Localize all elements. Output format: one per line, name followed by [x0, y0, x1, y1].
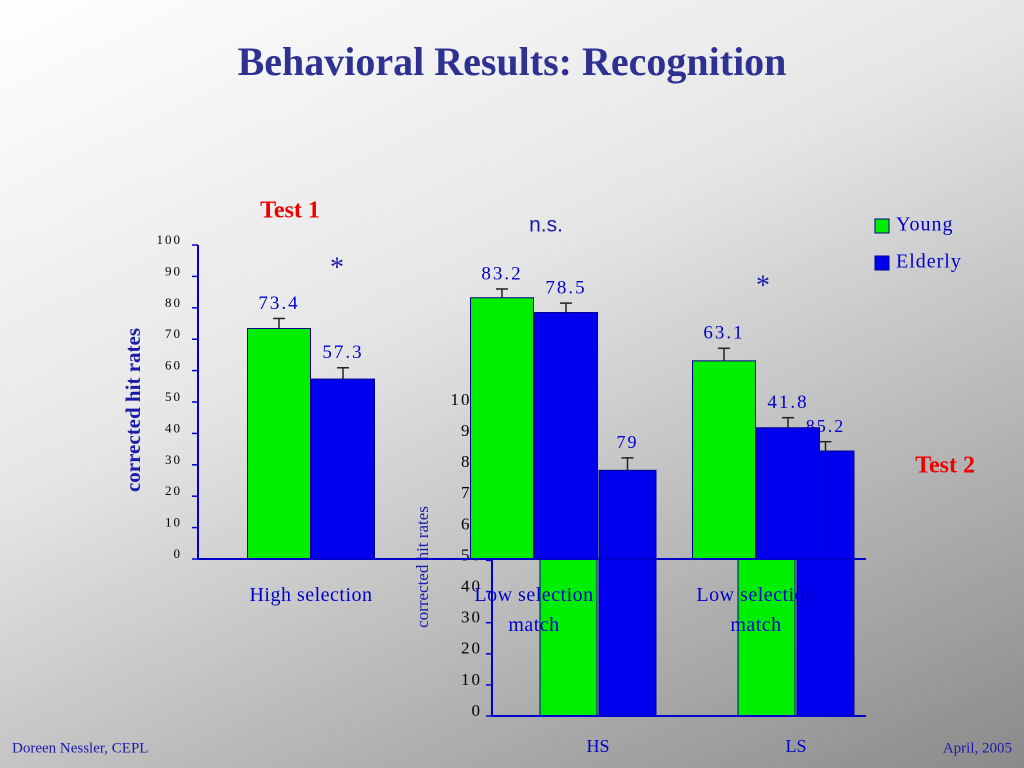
y-tick-label: 40	[165, 420, 182, 435]
legend-swatch	[874, 218, 890, 234]
y-tick-label: 100	[157, 232, 183, 247]
y-tick-label: 80	[165, 295, 182, 310]
value-label: 78.5	[545, 277, 586, 298]
x-tick-label: High selection	[249, 584, 373, 606]
y-tick-label: 50	[165, 389, 182, 404]
chart-title: Test 2	[915, 453, 975, 479]
value-label: 63.1	[703, 323, 744, 344]
footer-left: Doreen Nessler, CEPL	[12, 740, 148, 756]
annotation: *	[756, 270, 770, 301]
x-tick-label: LS	[785, 736, 806, 756]
slide-title: Behavioral Results: Recognition	[238, 39, 787, 84]
value-label: 73.4	[258, 293, 299, 314]
value-label: 79	[617, 432, 639, 452]
y-tick-label: 30	[461, 608, 482, 627]
value-label: 41.8	[767, 392, 808, 413]
y-tick-label: 70	[165, 326, 182, 341]
y-tick-label: 60	[165, 358, 182, 373]
legend-label: Young	[896, 214, 953, 236]
y-tick-label: 20	[461, 639, 482, 658]
y-tick-label: 10	[461, 670, 482, 689]
y-tick-label: 40	[461, 577, 482, 596]
y-tick-label: 20	[165, 483, 182, 498]
y-tick-label: 90	[165, 263, 182, 278]
legend-swatch	[874, 255, 890, 271]
y-tick-label: 0	[472, 701, 483, 720]
bar	[311, 378, 375, 560]
bar	[692, 360, 756, 560]
value-label: 57.3	[322, 342, 363, 363]
y-tick-label: 30	[165, 452, 182, 467]
y-tick-label: 10	[165, 515, 182, 530]
x-tick-label: Low selection match	[474, 584, 594, 636]
y-axis-label: corrected hit rates	[413, 506, 432, 628]
y-axis-label: corrected hit rates	[121, 328, 145, 492]
x-tick-label: HS	[586, 736, 609, 756]
bar	[247, 328, 311, 560]
annotation: *	[330, 252, 344, 283]
bar	[756, 427, 820, 560]
chart-title: Test 1	[260, 198, 320, 224]
y-tick-label: 0	[174, 546, 183, 561]
bar	[470, 297, 534, 560]
footer-right: April, 2005	[943, 740, 1012, 756]
bar	[534, 312, 598, 560]
legend-label: Elderly	[896, 251, 962, 273]
value-label: 83.2	[481, 263, 522, 284]
annotation: n.s.	[529, 214, 563, 237]
x-tick-label: Low selection match	[696, 584, 816, 636]
